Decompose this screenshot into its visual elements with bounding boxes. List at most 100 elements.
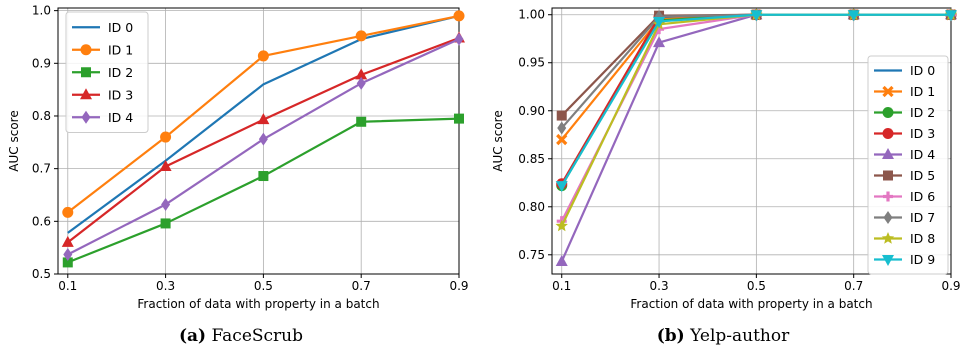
legend-item: ID 0 [72,20,133,35]
legend-label: ID 1 [910,84,935,99]
legend-label: ID 3 [108,87,133,102]
chart-panel-yelp-author: 0.1 0.3 0.5 0.7 0.9 0.75 0.80 0.85 0.90 0.95 1.00 F… [482,0,964,360]
legend-label: ID 6 [910,189,935,204]
legend-swatch-marker [881,232,895,244]
data-point [555,255,568,267]
data-point [62,206,74,218]
legend-item: ID 3 [874,126,935,141]
caption-text: Yelp-author [690,326,790,346]
legend-box [65,11,149,133]
data-point [750,10,763,22]
legend-item: ID 9 [874,252,935,267]
legend-swatch-marker [882,148,894,159]
legend-swatch-marker [81,110,91,124]
chart-yelp-author: 0.1 0.3 0.5 0.7 0.9 0.75 0.80 0.85 0.90 0.95 1.00 F… [491,7,961,311]
data-point [453,10,465,22]
legend-item: ID 2 [874,105,935,120]
caption-tag: (b) [656,326,685,346]
plot-frame [551,7,952,275]
legend-item: ID 8 [874,231,935,246]
data-point [356,76,366,90]
x-tick-label: 0.7 [844,279,863,293]
data-point [847,10,860,22]
legend-item: ID 4 [72,110,133,125]
y-tick-label: 0.7 [32,162,51,176]
legend-item: ID 0 [874,63,935,78]
legend-swatch-marker [883,191,893,202]
y-tick-label: 0.6 [32,214,51,228]
legend-swatch-marker [81,67,91,78]
legend-label: ID 4 [910,147,935,162]
legend-label: ID 0 [108,20,133,35]
legend-item: ID 4 [874,147,935,162]
chart-panel-facescrub: 0.1 0.3 0.5 0.7 0.9 0.5 0.6 0.7 0.8 0.9 1.0 Fractio… [0,4,482,346]
series-id-9 [555,10,957,193]
data-point [355,30,367,42]
legend-label: ID 1 [108,42,133,57]
data-point [62,257,73,268]
x-tick-label: 0.3 [156,279,175,293]
data-point [555,219,568,232]
data-point [257,50,269,62]
legend-label: ID 2 [108,65,133,80]
data-point [355,68,368,80]
y-tick-label: 1.0 [32,4,51,18]
x-tick-label: 0.1 [552,279,571,293]
y-tick-label: 0.85 [518,152,545,166]
data-point [555,181,568,193]
y-tick-label: 0.90 [518,104,545,118]
legend-swatch-marker [883,211,893,224]
x-tick-label: 0.3 [650,279,669,293]
legend-box [867,55,949,275]
data-point [63,248,73,262]
legend-item: ID 7 [874,210,935,225]
y-tick-label: 0.8 [32,109,51,123]
x-axis-label: Fraction of data with property in a batc… [137,297,379,311]
x-tick-label: 0.9 [449,279,468,293]
legend-swatch-marker [883,170,893,181]
data-point [556,133,568,146]
legend-label: ID 4 [108,110,133,125]
plot-frame [57,7,460,275]
x-axis-label: Fraction of data with property in a batc… [630,297,872,311]
data-point [454,32,464,46]
legend-label: ID 8 [910,231,935,246]
x-tick-label: 0.5 [747,279,766,293]
data-point [159,160,172,172]
legend-item: ID 1 [874,84,935,99]
series-id-1 [62,10,465,218]
data-point [160,131,172,143]
legend-item: ID 1 [72,42,133,57]
legend-swatch-marker [882,128,894,139]
legend-swatch-marker [80,44,92,56]
y-tick-label: 0.95 [518,56,545,70]
data-point [653,36,666,48]
caption-text: FaceScrub [211,326,303,346]
legend-swatch-marker [882,85,894,98]
legend-label: ID 9 [910,252,935,267]
legend-label: ID 2 [910,105,935,120]
legend: ID 0 ID 1 ID 2 ID 3 ID 4 [65,11,149,133]
data-point [557,121,567,135]
caption-facescrub: (a) FaceScrub [0,326,482,346]
legend-label: ID 3 [910,126,935,141]
data-point [61,235,74,247]
series-line [67,14,460,234]
data-point [556,110,567,121]
legend: ID 0 ID 1 ID 2 ID 3 ID 4 ID 5 ID 6 ID 7 ID 8 ID 9 [867,55,949,275]
series-id-4 [63,32,464,262]
y-axis-label: AUC score [7,110,21,171]
legend-swatch-marker [882,107,894,118]
y-axis-label: AUC score [491,110,505,171]
x-tick-label: 0.5 [254,279,273,293]
chart-facescrub: 0.1 0.3 0.5 0.7 0.9 0.5 0.6 0.7 0.8 0.9 1.0 Fractio… [7,4,469,311]
data-point [356,116,367,127]
x-tick-label: 0.9 [941,279,960,293]
data-point [258,171,269,182]
legend-label: ID 5 [910,168,935,183]
legend-label: ID 0 [910,63,935,78]
legend-item: ID 3 [72,87,133,102]
legend-item: ID 5 [874,168,935,183]
legend-swatch-marker [80,88,92,100]
caption-tag: (a) [179,326,207,346]
